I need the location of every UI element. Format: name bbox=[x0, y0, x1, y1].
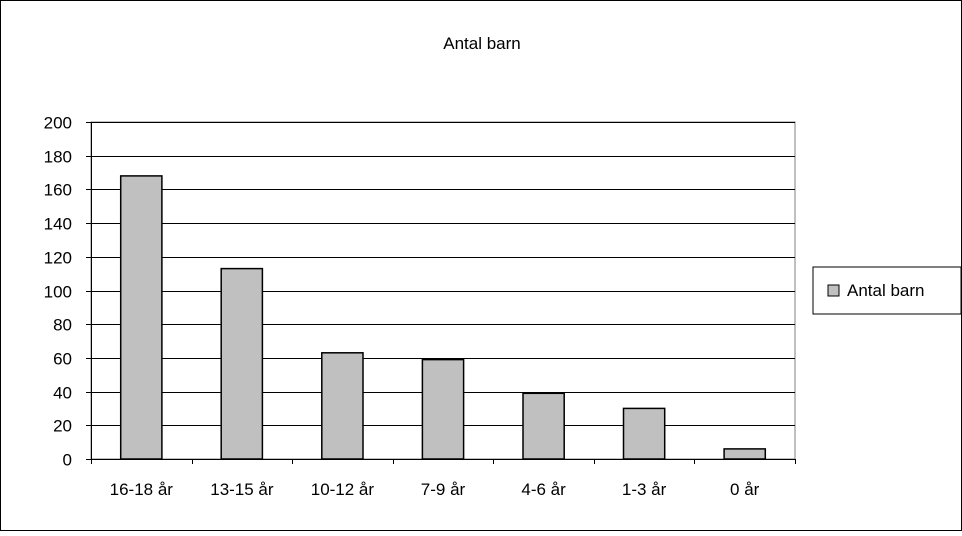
legend-swatch bbox=[827, 284, 840, 297]
bar bbox=[622, 407, 666, 460]
axes bbox=[86, 122, 796, 464]
legend: Antal barn bbox=[812, 266, 962, 315]
bar bbox=[421, 358, 465, 460]
x-tick-label: 13-15 år bbox=[210, 480, 274, 499]
bar bbox=[220, 267, 264, 460]
y-tick-labels: 0 20 40 60 80 100 120 140 160 180 200 bbox=[44, 114, 72, 470]
x-tick-label: 1-3 år bbox=[622, 480, 667, 499]
bar bbox=[119, 175, 163, 460]
bar bbox=[723, 448, 767, 460]
y-tick-label: 120 bbox=[44, 249, 72, 268]
bar bbox=[522, 392, 565, 460]
y-tick-label: 0 bbox=[63, 451, 72, 470]
chart-title: Antal barn bbox=[443, 34, 521, 53]
bar bbox=[321, 352, 364, 460]
y-tick-label: 140 bbox=[44, 215, 72, 234]
y-tick-label: 60 bbox=[53, 350, 72, 369]
x-tick-label: 4-6 år bbox=[521, 480, 566, 499]
y-tick-label: 100 bbox=[44, 283, 72, 302]
y-tick-label: 200 bbox=[44, 114, 72, 133]
x-tick-label: 16-18 år bbox=[110, 480, 174, 499]
bars bbox=[119, 175, 767, 460]
y-tick-label: 80 bbox=[53, 316, 72, 335]
y-tick-label: 40 bbox=[53, 384, 72, 403]
x-tick-labels: 16-18 år 13-15 år 10-12 år 7-9 år 4-6 år 1-3 … bbox=[110, 480, 760, 499]
legend-label: Antal barn bbox=[847, 281, 925, 300]
y-tick-label: 180 bbox=[44, 148, 72, 167]
x-tick-label: 0 år bbox=[730, 480, 760, 499]
y-tick-label: 160 bbox=[44, 181, 72, 200]
y-tick-label: 20 bbox=[53, 417, 72, 436]
x-tick-label: 10-12 år bbox=[311, 480, 375, 499]
x-tick-label: 7-9 år bbox=[421, 480, 466, 499]
